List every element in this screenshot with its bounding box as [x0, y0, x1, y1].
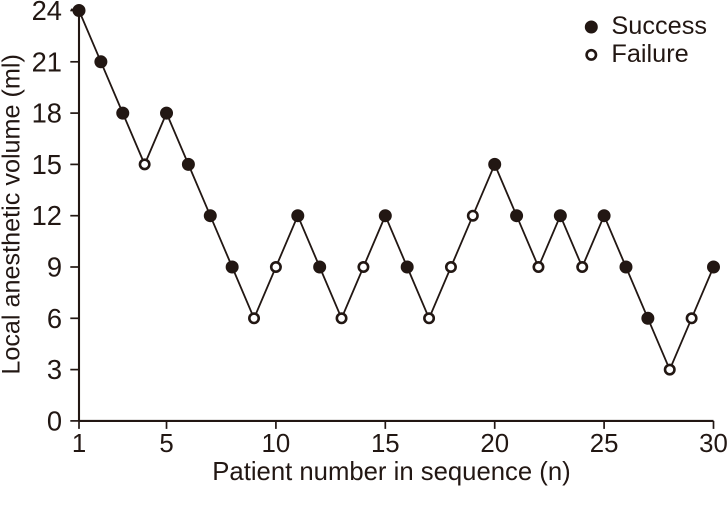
svg-text:3: 3	[47, 354, 62, 385]
svg-text:20: 20	[480, 430, 509, 458]
svg-text:9: 9	[47, 252, 62, 283]
svg-text:25: 25	[590, 430, 619, 458]
svg-text:6: 6	[47, 303, 62, 334]
svg-text:18: 18	[32, 98, 62, 129]
svg-text:21: 21	[32, 46, 62, 77]
svg-text:Local anesthetic volume (ml): Local anesthetic volume (ml)	[0, 54, 26, 375]
svg-text:15: 15	[32, 149, 62, 180]
svg-text:24: 24	[32, 0, 62, 26]
svg-text:0: 0	[47, 405, 62, 436]
svg-text:12: 12	[32, 200, 62, 231]
svg-text:10: 10	[262, 430, 291, 458]
svg-text:Success: Success	[611, 12, 707, 40]
svg-text:5: 5	[159, 430, 173, 458]
svg-text:Failure: Failure	[611, 40, 688, 68]
svg-text:Patient number in sequence (n): Patient number in sequence (n)	[212, 458, 570, 486]
svg-text:30: 30	[699, 430, 727, 458]
svg-text:1: 1	[72, 430, 86, 458]
svg-text:15: 15	[371, 430, 400, 458]
